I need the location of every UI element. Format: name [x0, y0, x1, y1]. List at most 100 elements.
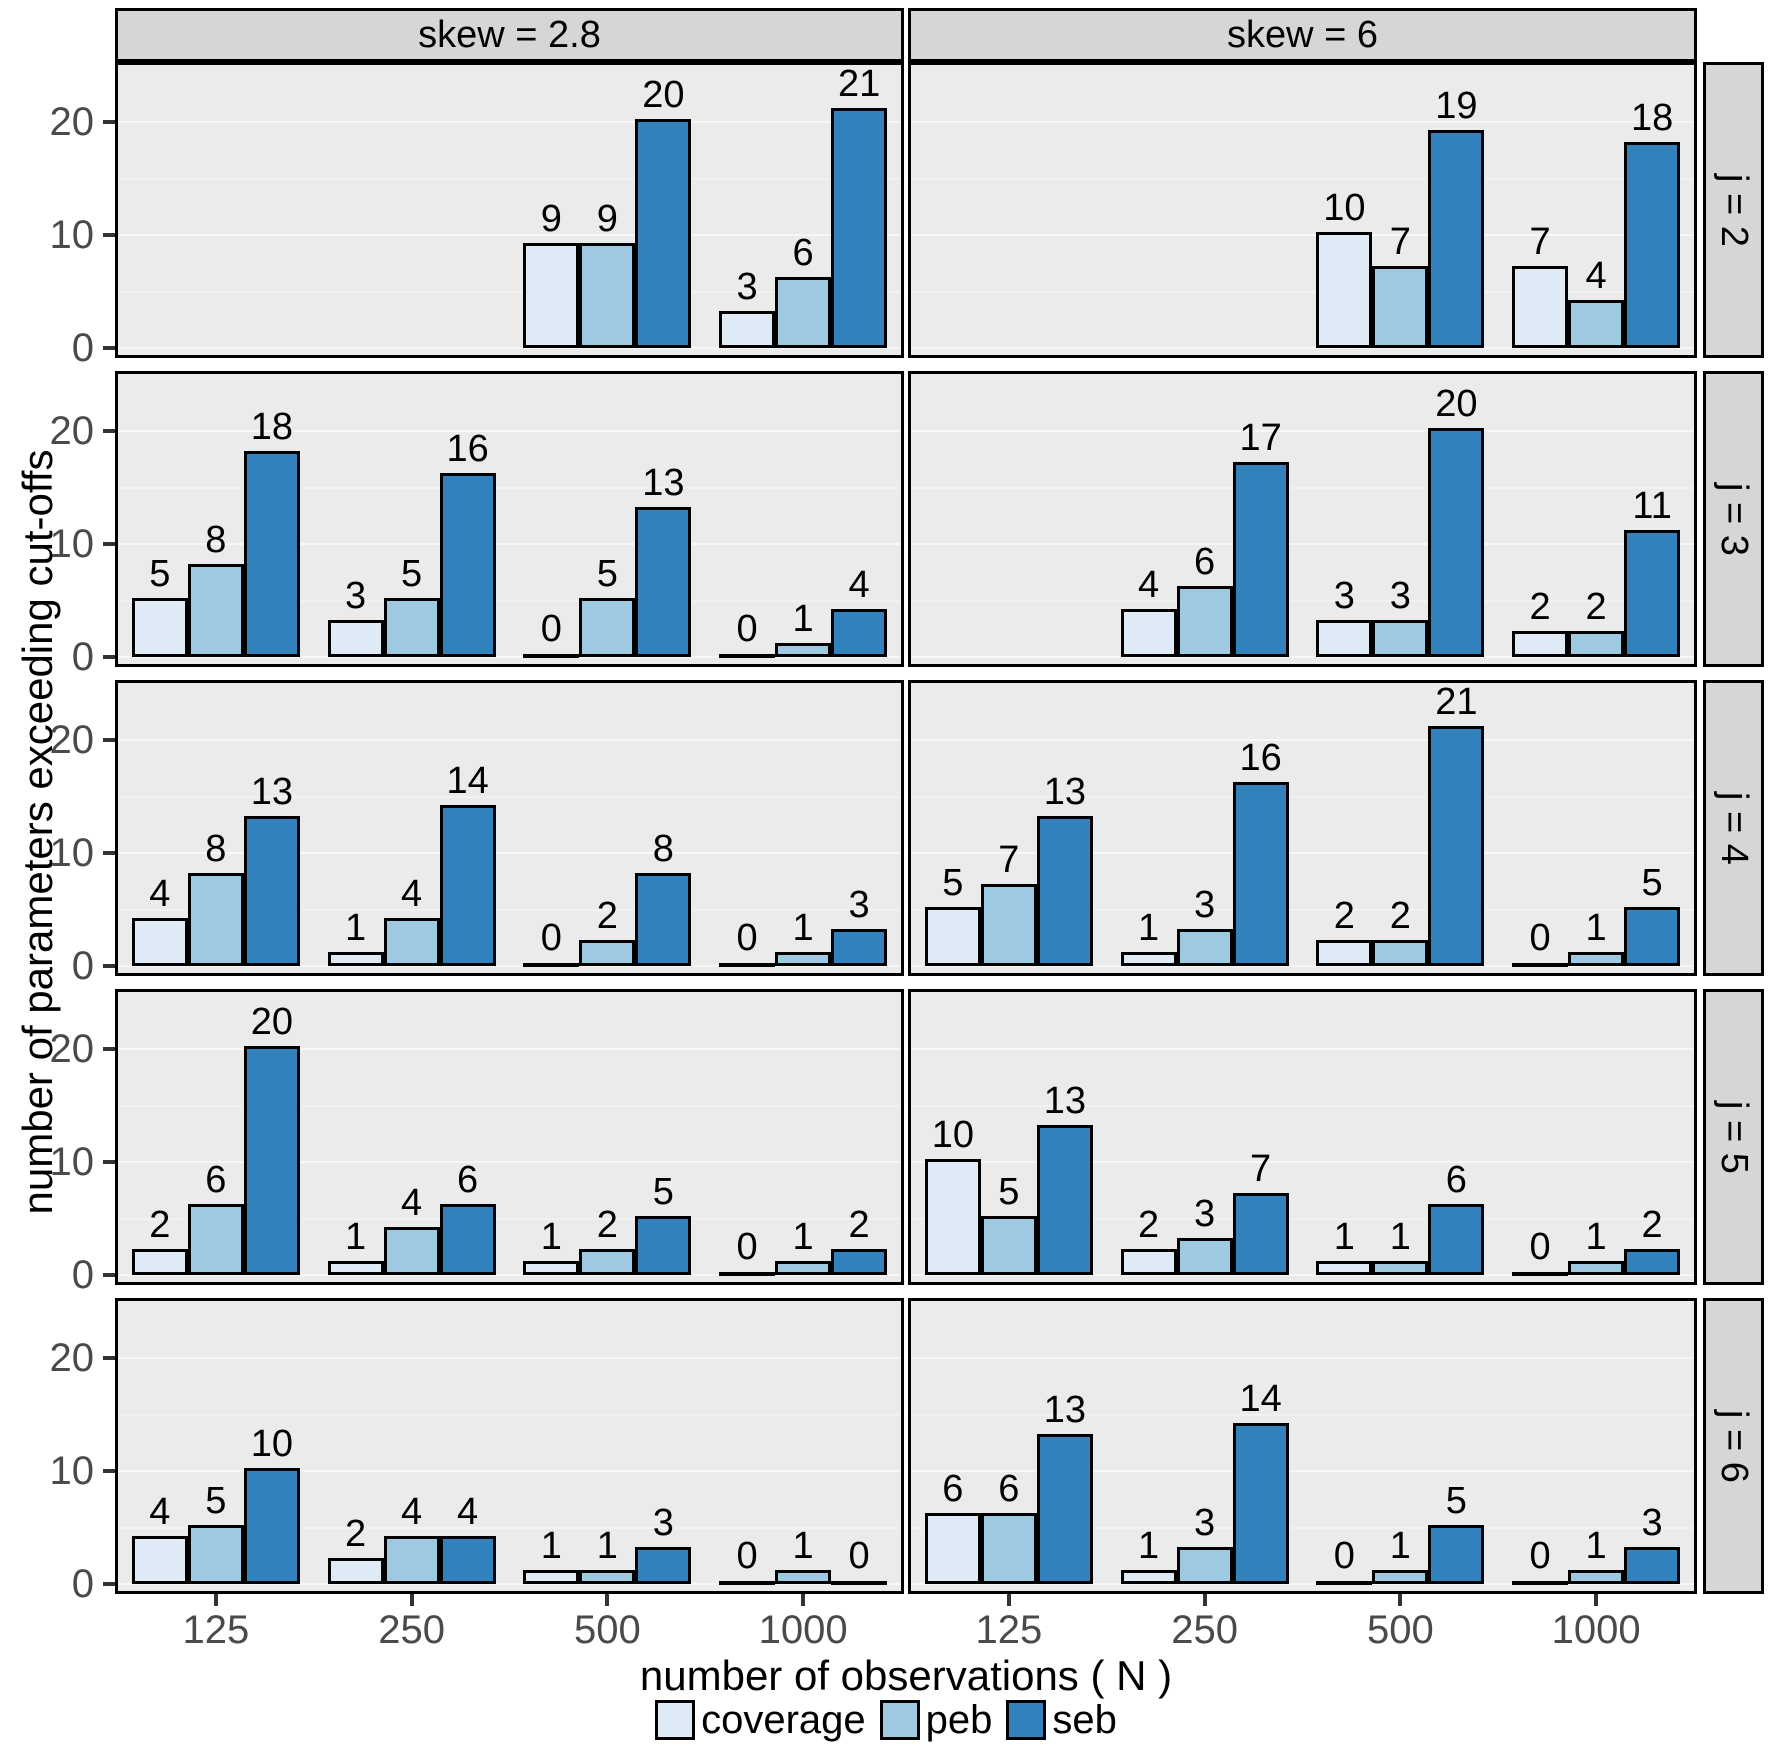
bar-value-label: 5	[942, 861, 964, 904]
x-axis-tick	[1202, 1594, 1207, 1606]
bar-seb	[439, 1535, 496, 1584]
minor-gridline	[118, 1526, 901, 1529]
x-tick-label: 500	[574, 1608, 641, 1652]
minor-gridline	[911, 1526, 1694, 1529]
bar-value-label: 21	[1435, 680, 1478, 723]
bar-coverage	[1512, 265, 1569, 348]
legend-item: coverage	[655, 1700, 866, 1740]
legend-item: peb	[879, 1700, 992, 1740]
facet-panel: 9 9 20 3 6 21	[115, 62, 904, 358]
bar-coverage	[1512, 1581, 1569, 1585]
bar-value-label: 1	[1138, 1524, 1160, 1567]
bar-value-label: 1	[540, 1524, 562, 1567]
major-gridline	[118, 430, 901, 432]
y-tick-label: 0	[71, 635, 94, 679]
bar-peb	[383, 917, 440, 966]
x-axis-tick	[1594, 1594, 1599, 1606]
bar-peb	[775, 1569, 832, 1584]
major-gridline	[911, 1583, 1694, 1585]
major-gridline	[911, 656, 1694, 658]
bar-value-label: 0	[540, 608, 562, 650]
bar-value-label: 2	[149, 1204, 171, 1247]
bar-coverage	[1120, 1249, 1177, 1275]
legend-label-coverage: coverage	[701, 1698, 866, 1742]
bar-value-label: 5	[998, 1170, 1020, 1213]
bar-value-label: 17	[1239, 416, 1282, 459]
bar-value-label: 1	[792, 906, 814, 949]
bar-seb	[243, 1468, 300, 1584]
bar-value-label: 1	[345, 1215, 367, 1258]
bar-value-label: 0	[736, 608, 758, 650]
bar-coverage	[327, 1260, 384, 1275]
bar-value-label: 16	[446, 428, 489, 471]
x-tick-label: 1000	[1551, 1608, 1641, 1652]
bar-value-label: 14	[1239, 1377, 1282, 1420]
bar-value-label: 6	[205, 1159, 227, 1202]
bar-value-label: 2	[345, 1513, 367, 1556]
minor-gridline	[911, 1217, 1694, 1220]
y-tick-label: 10	[49, 1449, 95, 1493]
bar-peb	[187, 872, 244, 966]
bar-seb	[635, 507, 692, 657]
y-axis-tick	[103, 1047, 115, 1051]
major-gridline	[118, 1048, 901, 1050]
y-tick-label: 0	[71, 1562, 94, 1606]
row-facet-label: j = 5	[1713, 1100, 1755, 1174]
bar-coverage	[1120, 608, 1177, 657]
bar-peb	[775, 1260, 832, 1275]
minor-gridline	[118, 1104, 901, 1107]
y-axis-tick	[103, 655, 115, 659]
bar-coverage	[719, 311, 776, 348]
bar-coverage	[719, 654, 776, 658]
major-gridline	[118, 1470, 901, 1472]
legend-swatch-peb	[879, 1700, 920, 1740]
bar-coverage	[327, 1558, 384, 1584]
bar-peb	[1176, 586, 1233, 657]
bar-seb	[1624, 906, 1681, 966]
bar-value-label: 4	[457, 1490, 479, 1533]
bar-coverage	[719, 963, 776, 967]
bar-value-label: 1	[792, 597, 814, 640]
bar-value-label: 2	[1389, 895, 1411, 938]
bar-coverage	[523, 1569, 580, 1584]
minor-gridline	[118, 1413, 901, 1416]
major-gridline	[118, 656, 901, 658]
y-tick-label: 0	[71, 326, 94, 370]
x-axis-title: number of observations ( N )	[639, 1652, 1173, 1699]
col-facet-strip: skew = 6	[908, 8, 1697, 62]
bar-value-label: 7	[1389, 220, 1411, 263]
bar-value-label: 1	[1585, 1524, 1607, 1567]
bar-value-label: 0	[736, 917, 758, 959]
minor-gridline	[118, 177, 901, 180]
bar-peb	[1372, 940, 1429, 966]
bar-seb	[635, 1547, 692, 1584]
major-gridline	[118, 1583, 901, 1585]
x-tick-label: 500	[1367, 1608, 1434, 1652]
bar-peb	[1372, 1260, 1429, 1275]
bar-value-label: 10	[250, 1423, 294, 1465]
bar-seb	[831, 608, 888, 657]
bar-coverage	[1120, 1569, 1177, 1584]
bar-value-label: 7	[998, 838, 1020, 881]
x-axis-tick	[801, 1594, 806, 1606]
bar-coverage	[1316, 620, 1373, 657]
y-axis-tick	[103, 429, 115, 433]
x-axis-tick	[605, 1594, 610, 1606]
bar-peb	[579, 243, 636, 348]
bar-peb	[579, 597, 636, 657]
bar-peb	[1176, 929, 1233, 966]
bar-value-label: 1	[1333, 1215, 1355, 1258]
y-tick-label: 10	[49, 522, 95, 566]
y-tick-label: 0	[71, 944, 94, 988]
bar-value-label: 0	[848, 1535, 870, 1577]
major-gridline	[911, 739, 1694, 741]
bar-seb	[243, 450, 300, 657]
bar-value-label: 16	[1239, 737, 1282, 780]
bar-coverage	[523, 963, 580, 967]
bar-value-label: 3	[1333, 575, 1355, 618]
bar-value-label: 3	[1641, 1502, 1663, 1545]
row-facet-label: j = 6	[1713, 1409, 1755, 1483]
bar-seb	[1232, 461, 1289, 657]
bar-value-label: 1	[792, 1524, 814, 1567]
bar-value-label: 14	[446, 759, 489, 802]
